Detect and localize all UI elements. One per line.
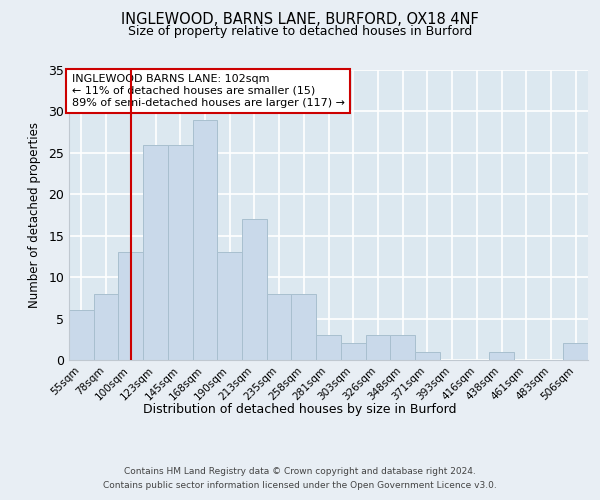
Text: INGLEWOOD BARNS LANE: 102sqm
← 11% of detached houses are smaller (15)
89% of se: INGLEWOOD BARNS LANE: 102sqm ← 11% of de… [71,74,344,108]
Bar [316,335,341,360]
Bar [242,219,267,360]
Bar [143,144,168,360]
Bar [69,310,94,360]
Bar [415,352,440,360]
Bar [341,344,365,360]
Bar [267,294,292,360]
Y-axis label: Number of detached properties: Number of detached properties [28,122,41,308]
Bar [292,294,316,360]
Bar [94,294,118,360]
Bar [168,144,193,360]
Bar [365,335,390,360]
Text: Contains public sector information licensed under the Open Government Licence v3: Contains public sector information licen… [103,481,497,490]
Text: Contains HM Land Registry data © Crown copyright and database right 2024.: Contains HM Land Registry data © Crown c… [124,468,476,476]
Text: INGLEWOOD, BARNS LANE, BURFORD, OX18 4NF: INGLEWOOD, BARNS LANE, BURFORD, OX18 4NF [121,12,479,28]
Bar [489,352,514,360]
Bar [390,335,415,360]
Text: Size of property relative to detached houses in Burford: Size of property relative to detached ho… [128,25,472,38]
Bar [118,252,143,360]
Bar [193,120,217,360]
Bar [217,252,242,360]
Text: Distribution of detached houses by size in Burford: Distribution of detached houses by size … [143,402,457,415]
Bar [563,344,588,360]
